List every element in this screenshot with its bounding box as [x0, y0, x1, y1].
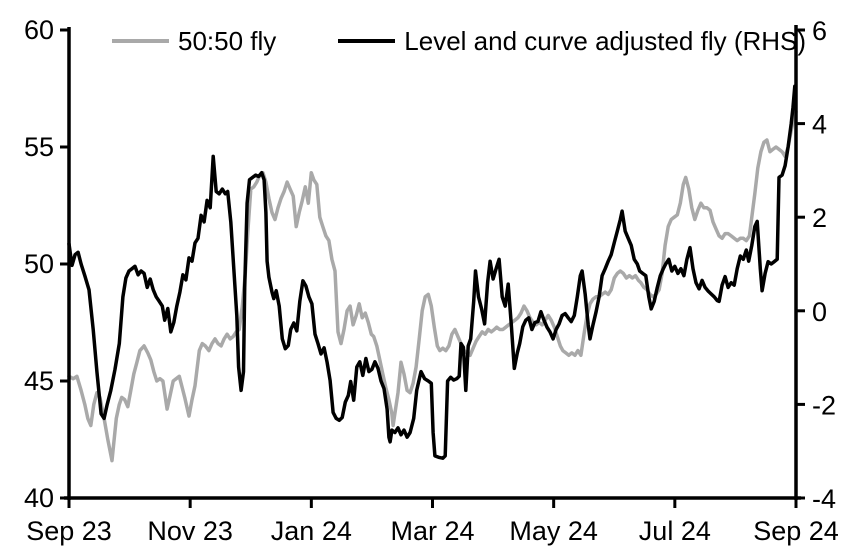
right-axis-label: -2 — [812, 390, 836, 420]
legend-label-level-curve-adjusted-fly: Level and curve adjusted fly (RHS) — [404, 26, 807, 56]
right-axis-label: 6 — [812, 16, 827, 46]
left-axis-label: 50 — [24, 249, 54, 279]
gray-line-swatch — [112, 39, 169, 43]
series-line-1 — [67, 84, 797, 460]
series-line-0 — [67, 110, 798, 463]
left-axis-label: 60 — [24, 15, 54, 45]
left-axis-label: 40 — [24, 483, 54, 513]
legend: 50:50 fly Level and curve adjusted fly (… — [112, 28, 806, 54]
legend-label-5050-fly: 50:50 fly — [178, 26, 277, 56]
x-axis-label: Jul 24 — [639, 516, 711, 546]
x-axis-label: Sep 23 — [26, 516, 112, 546]
x-axis-label: Jan 24 — [271, 516, 352, 546]
left-axis-label: 55 — [24, 132, 54, 162]
x-axis-label: May 24 — [509, 516, 598, 546]
legend-item-5050-fly: 50:50 fly — [112, 28, 276, 54]
legend-item-level-curve-adjusted-fly: Level and curve adjusted fly (RHS) — [338, 28, 806, 54]
right-axis-label: 2 — [812, 203, 827, 233]
right-axis-label: 0 — [812, 297, 827, 327]
black-line-swatch — [338, 39, 396, 43]
right-axis-label: -4 — [812, 484, 836, 514]
right-axis-label: 4 — [812, 110, 827, 140]
x-axis-label: Nov 23 — [147, 516, 233, 546]
x-axis-label: Mar 24 — [390, 516, 474, 546]
x-axis-label: Sep 24 — [753, 516, 839, 546]
left-axis-label: 45 — [24, 366, 54, 396]
